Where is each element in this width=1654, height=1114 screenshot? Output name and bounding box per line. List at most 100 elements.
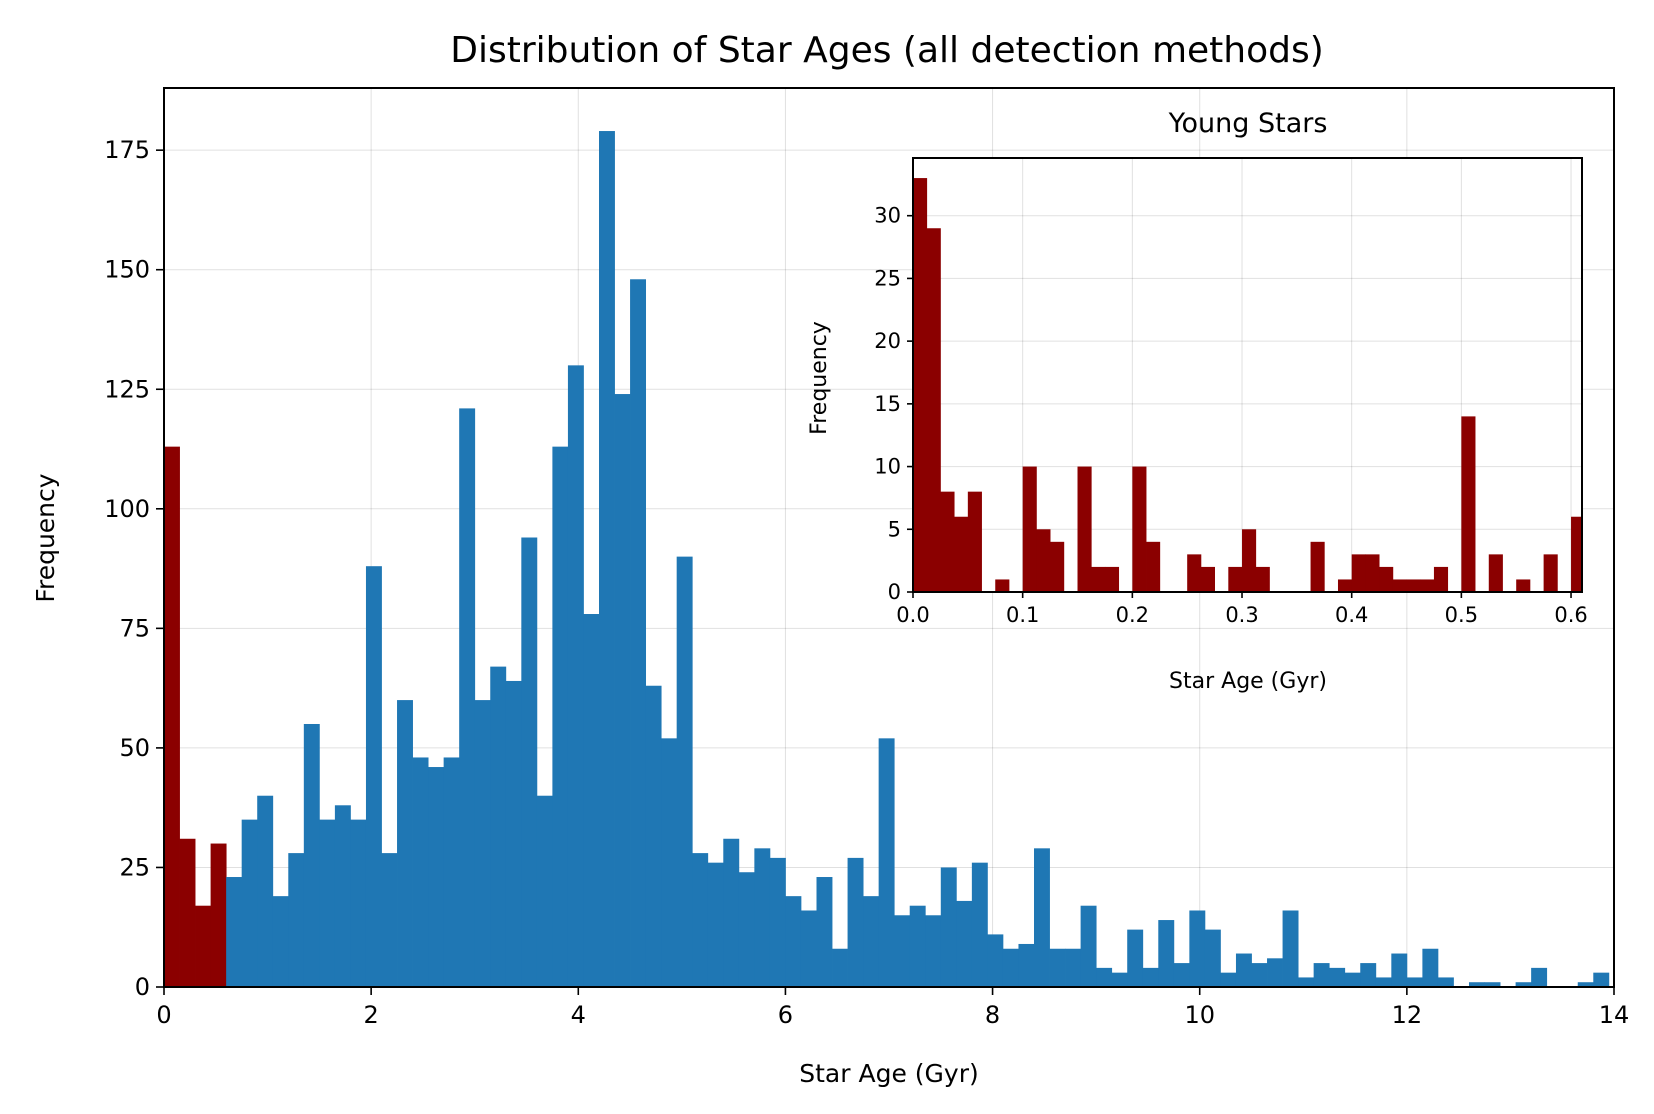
main-histogram-bar (645, 685, 662, 987)
main-histogram-bar (583, 614, 600, 987)
inset-background (913, 158, 1582, 592)
inset-x-tick-label: 0.3 (1225, 603, 1258, 627)
main-x-tick-label: 2 (364, 1001, 379, 1029)
main-histogram-bar (505, 680, 522, 987)
main-histogram-bar (257, 795, 274, 987)
main-histogram-bar (381, 853, 398, 987)
main-histogram-bar (1422, 948, 1439, 987)
main-histogram-bar (319, 819, 336, 987)
inset-histogram-bar (1379, 566, 1394, 592)
main-histogram-bar (397, 700, 413, 987)
main-histogram-bar (847, 857, 864, 987)
inset-histogram-bar (1420, 579, 1435, 592)
inset-y-tick-label: 5 (888, 517, 901, 541)
inset-histogram-bar (1228, 566, 1243, 592)
main-histogram-bar (909, 905, 926, 987)
main-histogram-bar (1267, 958, 1283, 987)
inset-bars (913, 178, 1583, 592)
main-histogram-bar (226, 877, 243, 987)
main-histogram-bar (536, 795, 553, 987)
inset-histogram-bar (954, 516, 969, 592)
main-histogram-bar (1018, 943, 1035, 987)
chart-title: Distribution of Star Ages (all detection… (450, 30, 1324, 71)
main-histogram-bar (971, 862, 988, 987)
main-x-tick-label: 6 (778, 1001, 793, 1029)
inset-histogram-bar (1255, 566, 1270, 592)
main-histogram-bar (428, 767, 445, 987)
inset-histogram-bar (1365, 554, 1380, 592)
main-y-tick-label: 0 (135, 973, 150, 1001)
inset-y-tick-label: 15 (874, 392, 901, 416)
main-histogram-bar (1484, 982, 1501, 987)
inset-histogram-bar (1146, 541, 1161, 592)
inset-y-tick-label: 10 (874, 455, 901, 479)
main-histogram-bar (1406, 977, 1423, 987)
inset-x-tick-label: 0.0 (896, 603, 929, 627)
main-histogram-bar (1049, 948, 1066, 987)
inset-histogram-bar (1488, 554, 1503, 592)
main-histogram-bar (987, 934, 1004, 987)
main-histogram-bar (723, 838, 740, 987)
main-histogram-bar (769, 857, 786, 987)
main-histogram-bar (474, 700, 491, 987)
inset-histogram-bar (1132, 466, 1147, 592)
main-histogram-bar (940, 867, 957, 987)
main-histogram-bar (1469, 982, 1485, 987)
inset-histogram-bar (1351, 554, 1366, 592)
inset-plot-frame (912, 157, 1583, 593)
main-bars (164, 131, 1610, 987)
main-histogram-bar (692, 853, 709, 987)
main-histogram-bar (1437, 977, 1454, 987)
main-histogram-bar (1065, 948, 1082, 987)
inset-x-axis-label: Star Age (Gyr) (1169, 669, 1327, 694)
main-histogram-bar (443, 757, 460, 987)
main-histogram-bar (754, 848, 771, 987)
main-histogram-bar (1391, 953, 1408, 987)
inset-x-tick-label: 0.2 (1116, 603, 1149, 627)
y-axis-label: Frequency (31, 473, 60, 602)
main-histogram-bar (832, 948, 848, 987)
main-y-tick-label: 100 (104, 495, 150, 523)
inset-y-tick-label: 0 (888, 580, 901, 604)
main-y-tick-label: 25 (119, 853, 150, 881)
inset-histogram-bar (1077, 466, 1092, 592)
inset-histogram-bar (926, 228, 941, 592)
inset-x-tick-label: 0.6 (1554, 603, 1587, 627)
main-histogram-bar (1158, 920, 1175, 987)
inset-histogram-bar (1543, 554, 1558, 592)
main-histogram-bar (1204, 929, 1221, 987)
main-histogram-bar (1111, 972, 1128, 987)
main-x-tick-label: 0 (156, 1001, 171, 1029)
main-histogram-bar (878, 738, 895, 987)
main-histogram-bar (1096, 967, 1113, 987)
inset-histogram-bar (1022, 466, 1037, 592)
main-histogram-bar (303, 723, 320, 987)
main-y-tick-label: 50 (119, 734, 150, 762)
main-histogram-bar (1220, 972, 1237, 987)
main-histogram-bar (1142, 967, 1159, 987)
main-histogram-bar (1189, 910, 1206, 987)
main-histogram-bar (241, 819, 258, 987)
main-y-tick-label: 125 (104, 375, 150, 403)
inset-histogram-bar (1571, 516, 1583, 592)
inset-histogram-bar (1337, 579, 1353, 592)
main-histogram-bar (661, 738, 678, 987)
inset-histogram-bar (1050, 541, 1065, 592)
main-y-tick-label: 175 (104, 136, 150, 164)
main-histogram-bar (210, 843, 227, 987)
main-histogram-bar (1080, 905, 1097, 987)
inset-histogram-bar (940, 491, 955, 592)
main-histogram-bar (1002, 948, 1019, 987)
main-histogram-bar (599, 131, 615, 987)
main-histogram-bar (490, 666, 507, 987)
main-x-tick-label: 8 (985, 1001, 1000, 1029)
main-histogram-bar (1329, 967, 1346, 987)
main-histogram-bar (614, 394, 631, 987)
main-x-tick-label: 10 (1184, 1001, 1215, 1029)
inset-histogram-bar (1392, 579, 1407, 592)
inset-histogram-bar (1036, 529, 1051, 592)
x-axis-label: Star Age (Gyr) (799, 1059, 978, 1088)
inset-histogram-bar (995, 579, 1010, 592)
inset-histogram-bar (1187, 554, 1202, 592)
main-histogram-bar (195, 905, 212, 987)
